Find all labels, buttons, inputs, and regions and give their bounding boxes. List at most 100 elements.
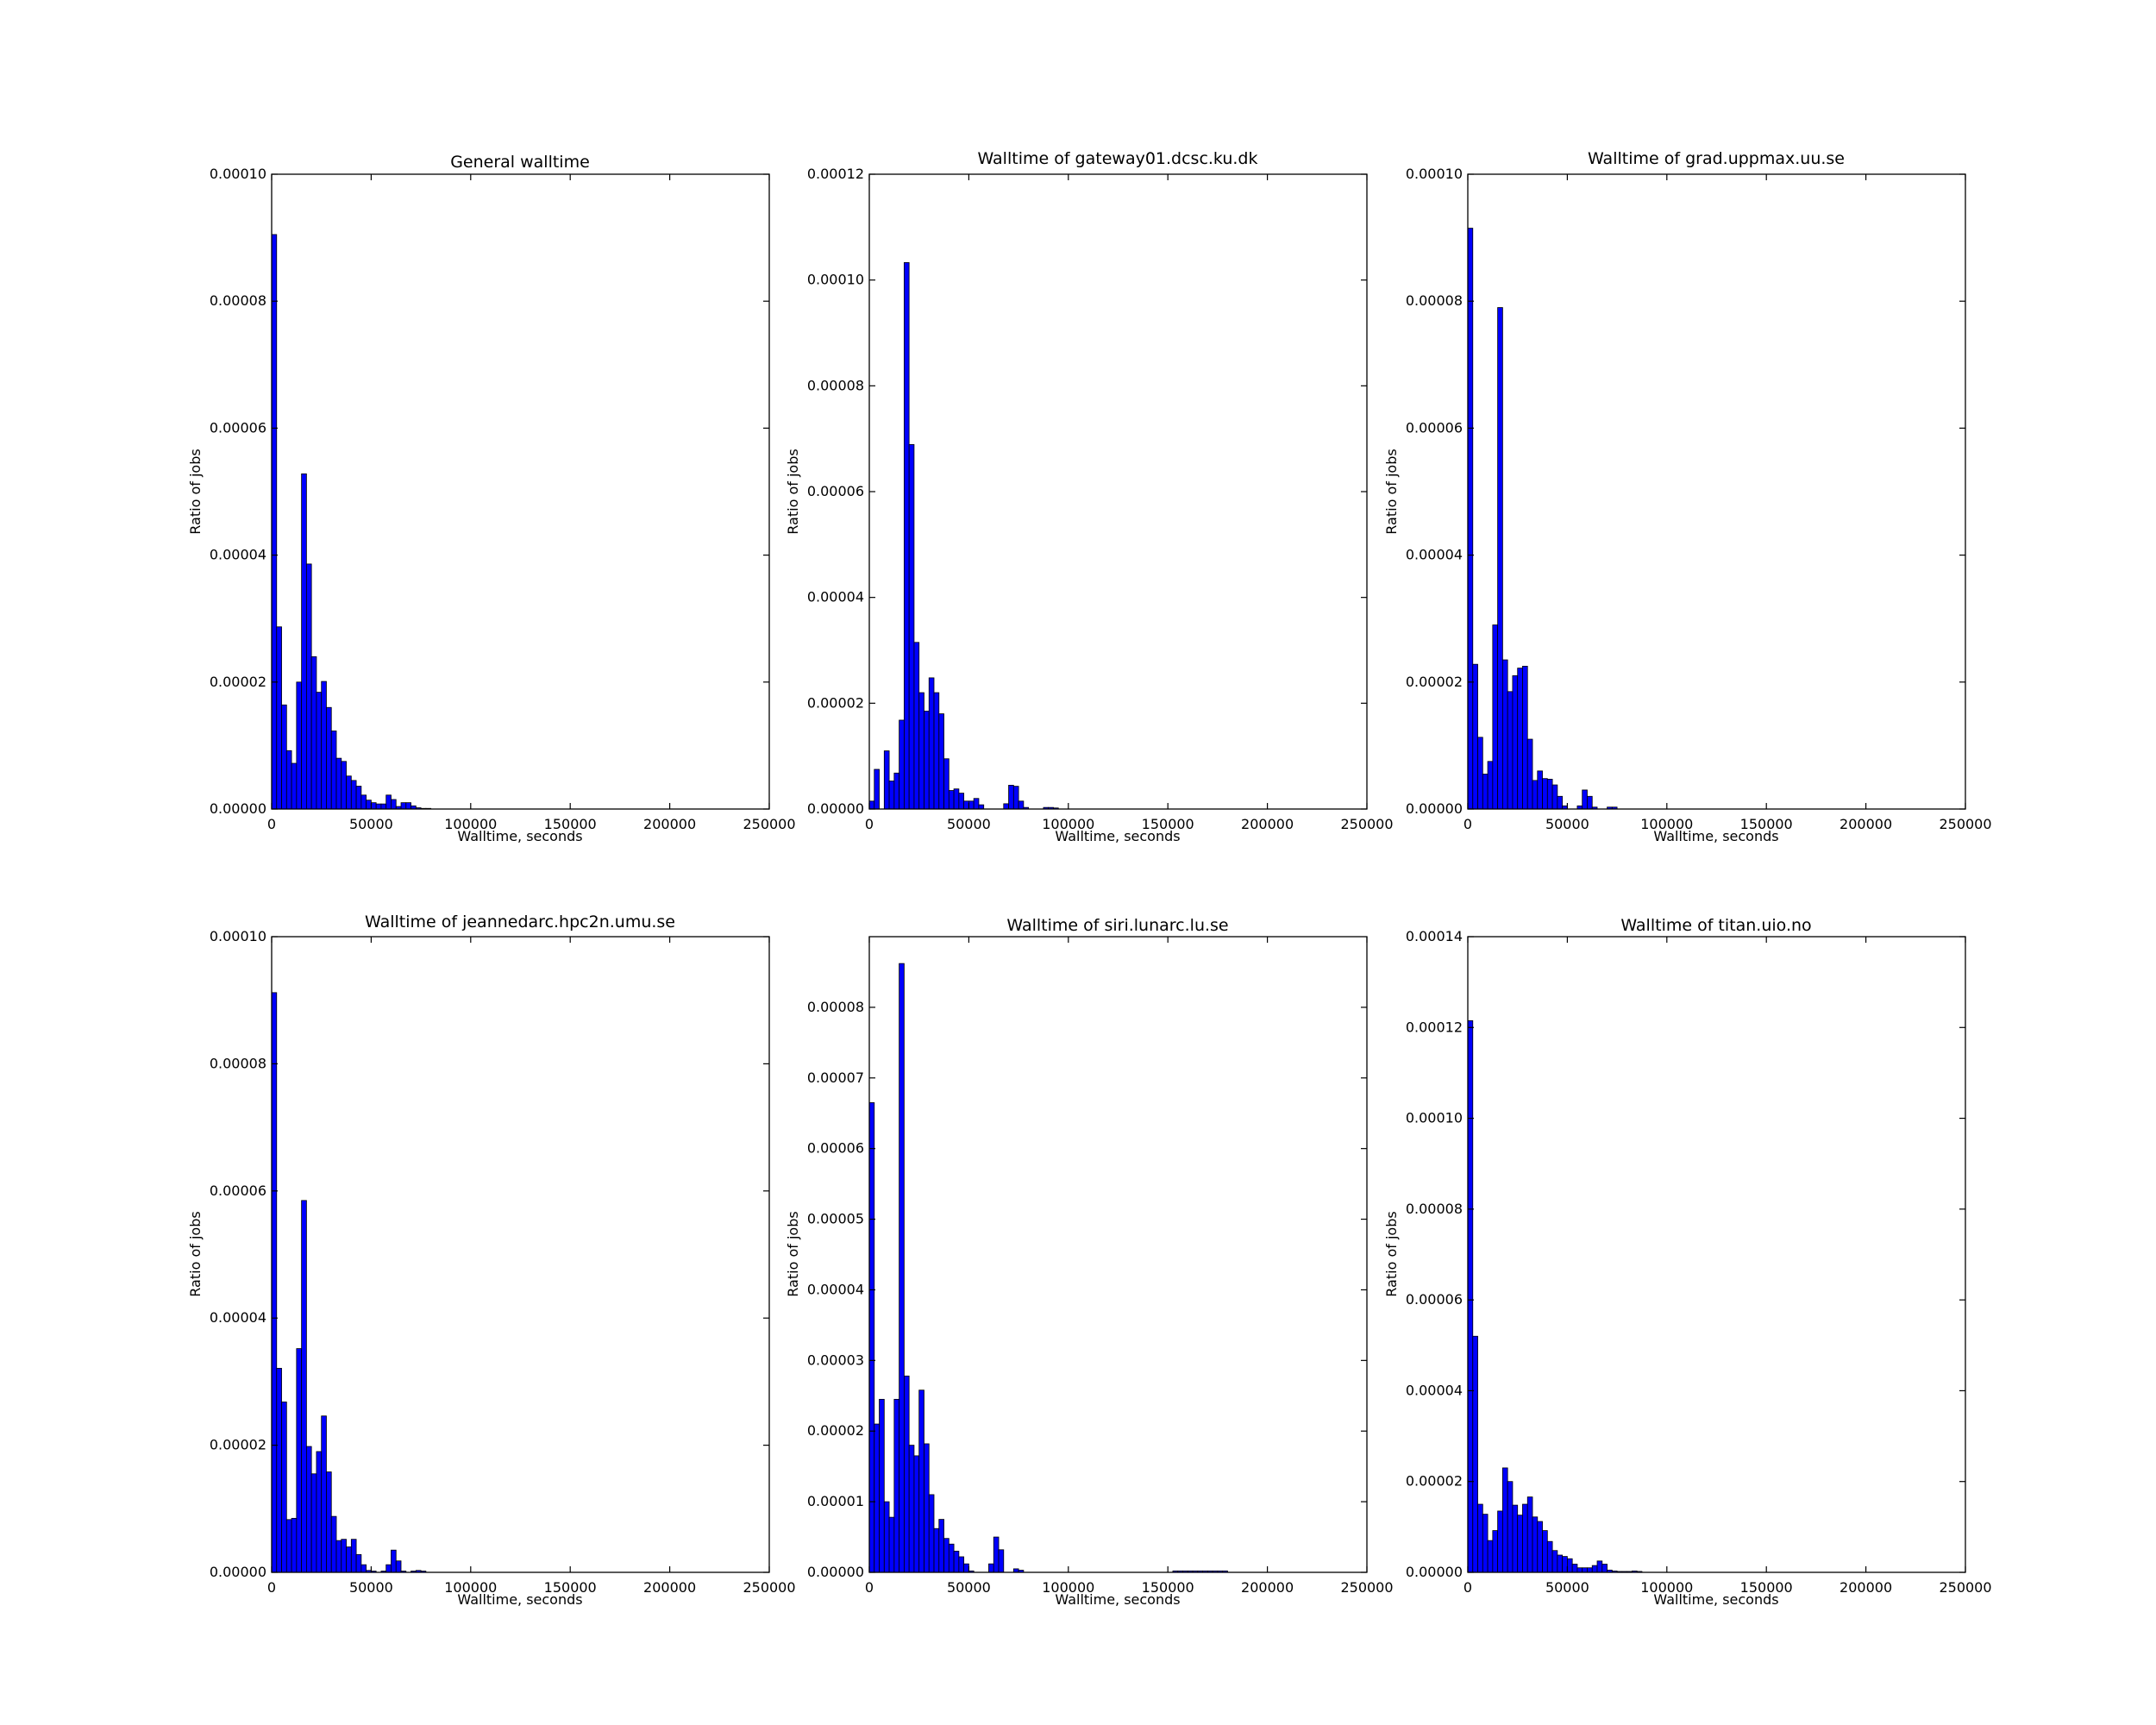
x-tick-label: 0 xyxy=(267,1579,276,1596)
x-tick-label: 0 xyxy=(865,816,874,832)
x-tick-label: 100000 xyxy=(444,1579,497,1596)
histogram-bars xyxy=(271,992,427,1573)
histogram-bar xyxy=(928,677,935,810)
y-axis-label: Ratio of jobs xyxy=(785,1211,801,1296)
histogram-bar xyxy=(400,802,407,810)
y-tick-label: 0.00000 xyxy=(807,1564,864,1580)
histogram-bar xyxy=(395,1560,402,1573)
histogram-bar xyxy=(350,1539,357,1573)
y-tick-label: 0.00004 xyxy=(807,589,864,605)
x-tick-label: 150000 xyxy=(1142,816,1194,832)
x-axis-label: Walltime, seconds xyxy=(1055,1591,1180,1608)
histogram-bar xyxy=(310,656,317,810)
y-tick-label: 0.00002 xyxy=(210,1437,266,1453)
histogram-bar xyxy=(341,1539,347,1573)
histogram-bar xyxy=(953,1551,960,1573)
y-tick-label: 0.00008 xyxy=(1406,1201,1463,1217)
histogram-bar xyxy=(326,706,332,810)
y-tick-label: 0.00014 xyxy=(1406,928,1463,944)
x-tick-label: 0 xyxy=(1463,816,1472,832)
y-tick-label: 0.00010 xyxy=(807,272,864,288)
panel-title: Walltime of titan.uio.no xyxy=(1620,916,1811,935)
y-tick-label: 0.00010 xyxy=(1406,1110,1463,1126)
x-axis-label: Walltime, seconds xyxy=(457,828,582,844)
histogram-bar xyxy=(1587,795,1593,810)
histogram-bar xyxy=(1571,1564,1578,1573)
histogram-bar xyxy=(918,1389,924,1573)
x-tick-label: 250000 xyxy=(1939,816,1991,832)
x-axis-label: Walltime, seconds xyxy=(457,1591,582,1608)
y-tick-label: 0.00000 xyxy=(1406,800,1463,817)
y-tick-label: 0.00008 xyxy=(1406,292,1463,309)
histogram-bar xyxy=(973,798,980,810)
histogram-bar xyxy=(963,1563,969,1573)
panel-jeannedarc-walltime: Walltime of jeannedarc.hpc2n.umu.se Wall… xyxy=(187,913,796,1608)
histogram-bar xyxy=(1482,774,1489,810)
histogram-bar xyxy=(933,1527,940,1573)
panel-titan-uio-walltime: Walltime of titan.uio.no Walltime, secon… xyxy=(1383,916,1992,1608)
histogram-bar xyxy=(1507,1481,1514,1573)
histogram-bar xyxy=(1492,1530,1499,1573)
x-tick-label: 150000 xyxy=(544,816,597,832)
histogram-bar xyxy=(1526,738,1533,810)
y-tick-label: 0.00006 xyxy=(1406,1291,1463,1308)
histogram-bar xyxy=(868,800,875,810)
x-tick-label: 150000 xyxy=(1142,1579,1194,1596)
y-tick-label: 0.00008 xyxy=(807,377,864,393)
y-axis-label: Ratio of jobs xyxy=(187,1211,204,1296)
histogram-bar xyxy=(326,1471,332,1573)
histogram-bar xyxy=(1551,1550,1558,1573)
y-tick-label: 0.00004 xyxy=(1406,547,1463,563)
histogram-bar xyxy=(271,992,278,1573)
y-tick-label: 0.00007 xyxy=(807,1070,864,1086)
histogram-bar xyxy=(1492,624,1499,810)
y-tick-label: 0.00008 xyxy=(210,292,266,309)
axes-frame xyxy=(271,173,770,810)
x-tick-label: 50000 xyxy=(947,816,991,832)
axes-frame xyxy=(868,936,1368,1573)
histogram-bar xyxy=(1532,780,1539,810)
x-axis-label: Walltime, seconds xyxy=(1055,828,1180,844)
histogram-bar xyxy=(883,750,890,810)
histogram-bar xyxy=(346,1546,352,1573)
y-tick-label: 0.00004 xyxy=(1406,1382,1463,1398)
histogram-bar xyxy=(1497,307,1503,810)
histogram-bar xyxy=(1546,779,1553,810)
y-tick-label: 0.00000 xyxy=(1406,1564,1463,1580)
histogram-bar xyxy=(335,757,342,810)
histogram-bar xyxy=(1537,1521,1543,1573)
histogram-bar xyxy=(301,1200,307,1573)
histogram-bar xyxy=(310,1473,317,1573)
histogram-bar xyxy=(1591,1565,1598,1573)
histogram-bar xyxy=(1501,659,1508,810)
histogram-bar xyxy=(1522,666,1528,810)
histogram-bar xyxy=(879,1398,885,1573)
histogram-bar xyxy=(360,1564,367,1573)
y-tick-label: 0.00010 xyxy=(210,166,266,182)
x-tick-label: 100000 xyxy=(1042,816,1094,832)
x-tick-label: 50000 xyxy=(1545,1579,1589,1596)
histogram-bar xyxy=(1501,1467,1508,1573)
histogram-bar xyxy=(330,731,337,810)
histogram-bar xyxy=(370,802,377,810)
y-tick-label: 0.00002 xyxy=(210,674,266,690)
y-tick-label: 0.00004 xyxy=(210,547,266,563)
histogram-bar xyxy=(1018,800,1025,810)
axes-frame xyxy=(1467,173,1966,810)
histogram-bar xyxy=(316,692,323,810)
y-tick-label: 0.00004 xyxy=(807,1281,864,1297)
x-tick-label: 100000 xyxy=(1042,1579,1094,1596)
x-tick-label: 200000 xyxy=(643,1579,696,1596)
histogram-bar xyxy=(958,1556,965,1573)
y-tick-label: 0.00002 xyxy=(807,694,864,711)
histogram-bar xyxy=(1596,1560,1603,1573)
histogram-bar xyxy=(341,761,347,810)
histogram-bar xyxy=(943,758,950,810)
histogram-bar xyxy=(321,1415,327,1573)
histogram-bar xyxy=(330,1515,337,1573)
y-tick-label: 0.00006 xyxy=(807,483,864,499)
y-tick-label: 0.00000 xyxy=(210,1564,266,1580)
histogram-bar xyxy=(1567,1558,1573,1573)
